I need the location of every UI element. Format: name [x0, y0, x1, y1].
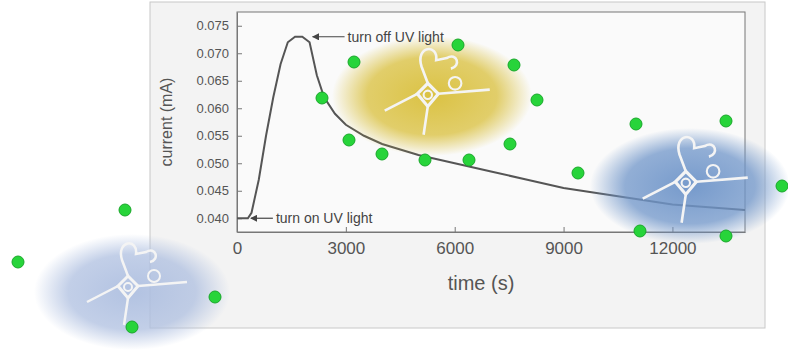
ion-dot	[720, 115, 732, 127]
y-tick: 0.045	[196, 183, 242, 198]
y-tick-mark	[237, 191, 242, 192]
y-axis: 0.040 0.045 0.050 0.055 0.060 0.065 0.070 0.075	[196, 13, 242, 233]
cell-body	[118, 276, 138, 298]
ion-dot	[209, 291, 221, 303]
y-tick: 0.040	[196, 211, 242, 226]
cell-vesicle	[707, 165, 720, 178]
decoration	[12, 36, 788, 350]
ion-dot	[463, 154, 475, 166]
x-tick-label: 0	[233, 239, 242, 258]
cell-nucleus	[124, 283, 132, 291]
ion-dot	[504, 138, 516, 150]
y-tick: 0.060	[196, 101, 242, 116]
ion-dot	[572, 167, 584, 179]
y-tick-mark	[237, 81, 242, 82]
ion-dot	[316, 92, 328, 104]
ion-dot	[419, 154, 431, 166]
y-axis-line	[237, 13, 238, 233]
y-tick-label: 0.055	[196, 128, 229, 143]
x-tick-mark	[346, 227, 347, 232]
graphical-abstract: 0300060009000120000.0400.0450.0500.0550.…	[0, 0, 788, 355]
x-tick: 9000	[545, 227, 583, 258]
ion-dot	[12, 256, 24, 268]
y-tick-label: 0.075	[196, 18, 229, 33]
ion-dot	[531, 94, 543, 106]
y-tick-mark	[237, 108, 242, 109]
y-tick-label: 0.060	[196, 101, 229, 116]
y-tick-label: 0.070	[196, 46, 229, 61]
x-tick: 3000	[327, 227, 365, 258]
glow	[332, 36, 532, 156]
y-tick-mark	[237, 136, 242, 137]
cell-nucleus	[682, 179, 690, 187]
ion-dot	[119, 204, 131, 216]
annotation-arrow	[313, 36, 345, 37]
y-tick: 0.075	[196, 18, 242, 33]
ion-dot	[720, 230, 732, 242]
glow	[34, 234, 230, 350]
cell-body	[675, 171, 696, 194]
cell-body	[417, 83, 438, 106]
x-tick-mark	[455, 227, 456, 232]
cell	[87, 243, 187, 325]
ion-dot	[508, 59, 520, 71]
ion-dot	[452, 39, 464, 51]
y-tick-label: 0.050	[196, 156, 229, 171]
annotation-text: turn off UV light	[348, 29, 444, 45]
y-tick-mark	[237, 163, 242, 164]
y-tick: 0.050	[196, 156, 242, 171]
x-tick-label: 6000	[436, 239, 474, 258]
x-axis-title: time (s)	[448, 272, 515, 294]
y-tick-mark	[237, 53, 242, 54]
y-tick-label: 0.040	[196, 211, 229, 226]
ion-dot	[376, 148, 388, 160]
y-tick-mark	[237, 26, 242, 27]
annotations: turn off UV light turn on UV light	[251, 29, 444, 227]
cell-nucleus	[424, 91, 432, 99]
y-axis-title: current (mA)	[158, 78, 175, 167]
cell	[385, 49, 490, 135]
ion-dot	[343, 134, 355, 146]
cell-process	[87, 243, 187, 325]
cell-process	[385, 49, 490, 135]
cell-process	[643, 137, 748, 223]
x-tick-mark	[564, 227, 565, 232]
y-tick: 0.055	[196, 128, 242, 143]
ion-dot	[634, 225, 646, 237]
y-tick: 0.070	[196, 46, 242, 61]
ion-dot	[348, 56, 360, 68]
ion-dot	[776, 180, 788, 192]
ion-dot	[126, 321, 138, 333]
cell-vesicle	[148, 270, 160, 282]
y-tick-label: 0.065	[196, 73, 229, 88]
x-tick: 6000	[436, 227, 474, 258]
annotation-arrow	[251, 218, 273, 219]
x-tick-label: 3000	[327, 239, 365, 258]
y-tick: 0.065	[196, 73, 242, 88]
cell-vesicle	[449, 77, 462, 90]
x-tick-label: 9000	[545, 239, 583, 258]
annotation-text: turn on UV light	[276, 210, 373, 226]
ion-dot	[630, 118, 642, 130]
y-tick-label: 0.045	[196, 183, 229, 198]
glow	[590, 128, 788, 244]
cell	[643, 137, 748, 223]
